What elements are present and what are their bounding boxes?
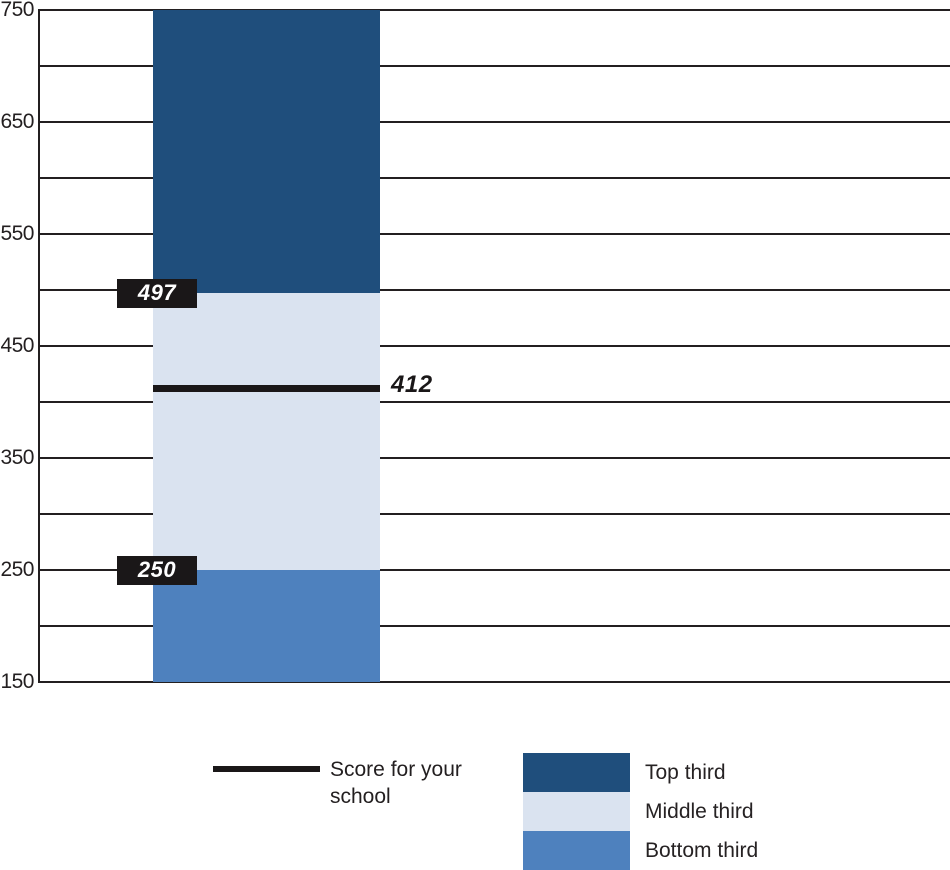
school-score-line [153, 385, 380, 393]
legend-swatch-bottom-third [523, 831, 630, 870]
gridline [40, 401, 950, 403]
bar-segment-middle-third [153, 293, 380, 570]
legend-label-bottom-third: Bottom third [645, 838, 759, 862]
gridline [40, 513, 950, 515]
bar-segment-bottom-third [153, 570, 380, 682]
gridline [40, 625, 950, 627]
gridline [40, 233, 950, 235]
gridline [40, 65, 950, 67]
boundary-callout-250: 250 [117, 555, 197, 585]
gridline [40, 345, 950, 347]
gridline [40, 121, 950, 123]
gridline [40, 569, 950, 571]
gridline [40, 9, 950, 11]
y-tick-label: 250 [0, 558, 34, 581]
y-tick-label: 650 [0, 110, 34, 133]
school-score-value-label: 412 [391, 370, 433, 398]
legend-label-middle-third: Middle third [645, 799, 754, 823]
legend-label-top-third: Top third [645, 760, 726, 784]
score-line-legend-label: Score for your school [330, 758, 462, 808]
y-axis-line [38, 9, 40, 683]
bar-segment-top-third [153, 10, 380, 294]
y-tick-label: 550 [0, 222, 34, 245]
gridline [40, 289, 950, 291]
legend-swatch-top-third [523, 753, 630, 792]
legend-swatch-middle-third [523, 792, 630, 831]
boundary-callout-497: 497 [117, 278, 197, 308]
gridline [40, 177, 950, 179]
gridline [40, 457, 950, 459]
y-tick-label: 450 [0, 334, 34, 357]
legend-color-swatches [523, 753, 630, 870]
y-tick-label: 350 [0, 446, 34, 469]
score-line-legend-swatch [213, 766, 320, 772]
y-tick-label: 750 [0, 0, 34, 21]
y-tick-label: 150 [0, 670, 34, 693]
gridline [40, 681, 950, 683]
